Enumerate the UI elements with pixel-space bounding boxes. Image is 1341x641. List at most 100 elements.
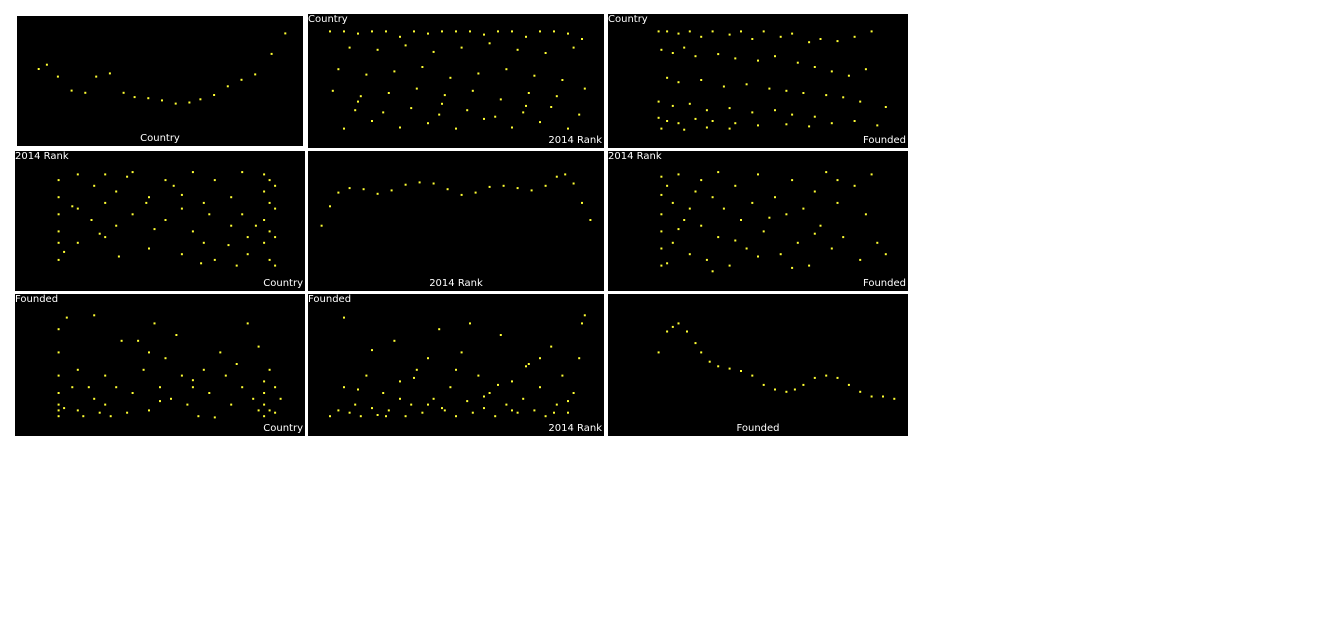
- scatter-point: [785, 89, 788, 92]
- density-point: [390, 189, 393, 192]
- scatter-point: [274, 264, 277, 267]
- scatter-point: [57, 374, 60, 377]
- scatter-point: [230, 224, 233, 227]
- scatter-point: [268, 230, 271, 233]
- scatter-point: [57, 415, 60, 418]
- scatter-point: [555, 95, 558, 98]
- scatter-point: [525, 365, 527, 368]
- scatter-point: [115, 386, 118, 389]
- density-point: [446, 188, 449, 191]
- scatter-point: [677, 122, 680, 125]
- plot-cell-1-2[interactable]: 2014 Rank Founded: [608, 151, 908, 291]
- scatter-point: [365, 374, 368, 377]
- scatter-point: [717, 53, 720, 56]
- scatter-point: [539, 357, 541, 360]
- scatter-point: [497, 30, 499, 33]
- density-point: [572, 182, 575, 185]
- scatter-point: [354, 403, 357, 406]
- scatter-point: [825, 171, 828, 174]
- scatter-point: [483, 395, 485, 398]
- scatter-point: [354, 109, 357, 112]
- scatter-point: [671, 241, 674, 244]
- density-point: [544, 184, 547, 187]
- density-point: [418, 181, 421, 184]
- scatter-point: [180, 253, 183, 256]
- scatter-point: [191, 379, 194, 382]
- plot-cell-0-0[interactable]: Country: [15, 14, 305, 148]
- scatter-point: [263, 219, 266, 221]
- scatter-point: [683, 46, 686, 49]
- scatter-point: [274, 236, 277, 239]
- scatter-point: [263, 403, 266, 406]
- scatter-point: [175, 334, 178, 336]
- plot-cell-1-0[interactable]: 2014 Rank Country: [15, 151, 305, 291]
- scatter-point: [791, 266, 794, 269]
- density-point: [870, 395, 873, 398]
- scatter-point: [734, 122, 737, 125]
- plot-cell-1-1[interactable]: 2014 Rank: [308, 151, 604, 291]
- scatter-point: [796, 61, 799, 64]
- density-point: [694, 342, 697, 345]
- scatter-point: [274, 207, 277, 210]
- density-point: [161, 99, 163, 102]
- scatter-point: [131, 171, 134, 174]
- scatter-point: [511, 380, 513, 383]
- scatter-point: [660, 193, 663, 196]
- scatter-point: [583, 314, 586, 317]
- scatter-point: [694, 190, 697, 193]
- scatter-point: [483, 33, 485, 36]
- scatter-point: [254, 224, 257, 227]
- scatter-point: [230, 196, 233, 199]
- scatter-point: [57, 179, 60, 182]
- scatter-point: [274, 386, 277, 389]
- density-point: [785, 390, 788, 393]
- plot-cell-2-2[interactable]: Founded: [608, 294, 908, 436]
- plot-cell-0-2[interactable]: Country Founded: [608, 14, 908, 148]
- density-point: [882, 395, 884, 398]
- scatter-point: [745, 83, 748, 86]
- scatter-point: [751, 201, 754, 204]
- scatter-point: [830, 247, 833, 250]
- scatter-point: [274, 184, 277, 187]
- scatter-point: [757, 124, 759, 127]
- scatter-point: [660, 127, 663, 130]
- scatter-point: [745, 247, 748, 250]
- scatter-point: [65, 316, 68, 319]
- density-point: [774, 388, 776, 391]
- density-point: [199, 98, 202, 101]
- scatter-point: [734, 184, 737, 187]
- scatter-point: [567, 32, 569, 35]
- scatter-point: [71, 386, 74, 389]
- density-point: [488, 185, 491, 188]
- plot-cell-0-1[interactable]: Country 2014 Rank: [308, 14, 604, 148]
- y-axis-label: Founded: [308, 294, 352, 305]
- scatter-point: [148, 196, 150, 199]
- scatter-point: [717, 171, 720, 174]
- scatter-point: [357, 388, 359, 391]
- scatter-point: [796, 241, 799, 244]
- scatter-point: [705, 258, 708, 261]
- scatter-point: [427, 403, 429, 406]
- plot-cell-2-1[interactable]: Founded 2014 Rank: [308, 294, 604, 436]
- scatter-point: [836, 40, 839, 43]
- scatter-point: [329, 30, 331, 33]
- scatter-point: [399, 397, 401, 400]
- density-point: [740, 370, 742, 372]
- scatter-point: [762, 230, 765, 233]
- scatter-point: [677, 173, 680, 176]
- scatter-point: [186, 403, 189, 406]
- scatter-point: [159, 386, 161, 389]
- scatter-point: [164, 219, 167, 221]
- scatter-point: [399, 380, 401, 383]
- scatter-point: [483, 117, 485, 120]
- density-point: [348, 187, 351, 190]
- plot-cell-2-0[interactable]: Founded Country: [15, 294, 305, 436]
- scatter-point: [126, 411, 129, 414]
- density-point: [657, 351, 660, 354]
- scatter-point: [455, 415, 457, 418]
- scatter-point: [527, 363, 530, 365]
- scatter-point: [172, 184, 175, 187]
- scatter-point: [98, 232, 101, 235]
- density-point: [677, 322, 680, 325]
- scatter-point: [497, 383, 499, 386]
